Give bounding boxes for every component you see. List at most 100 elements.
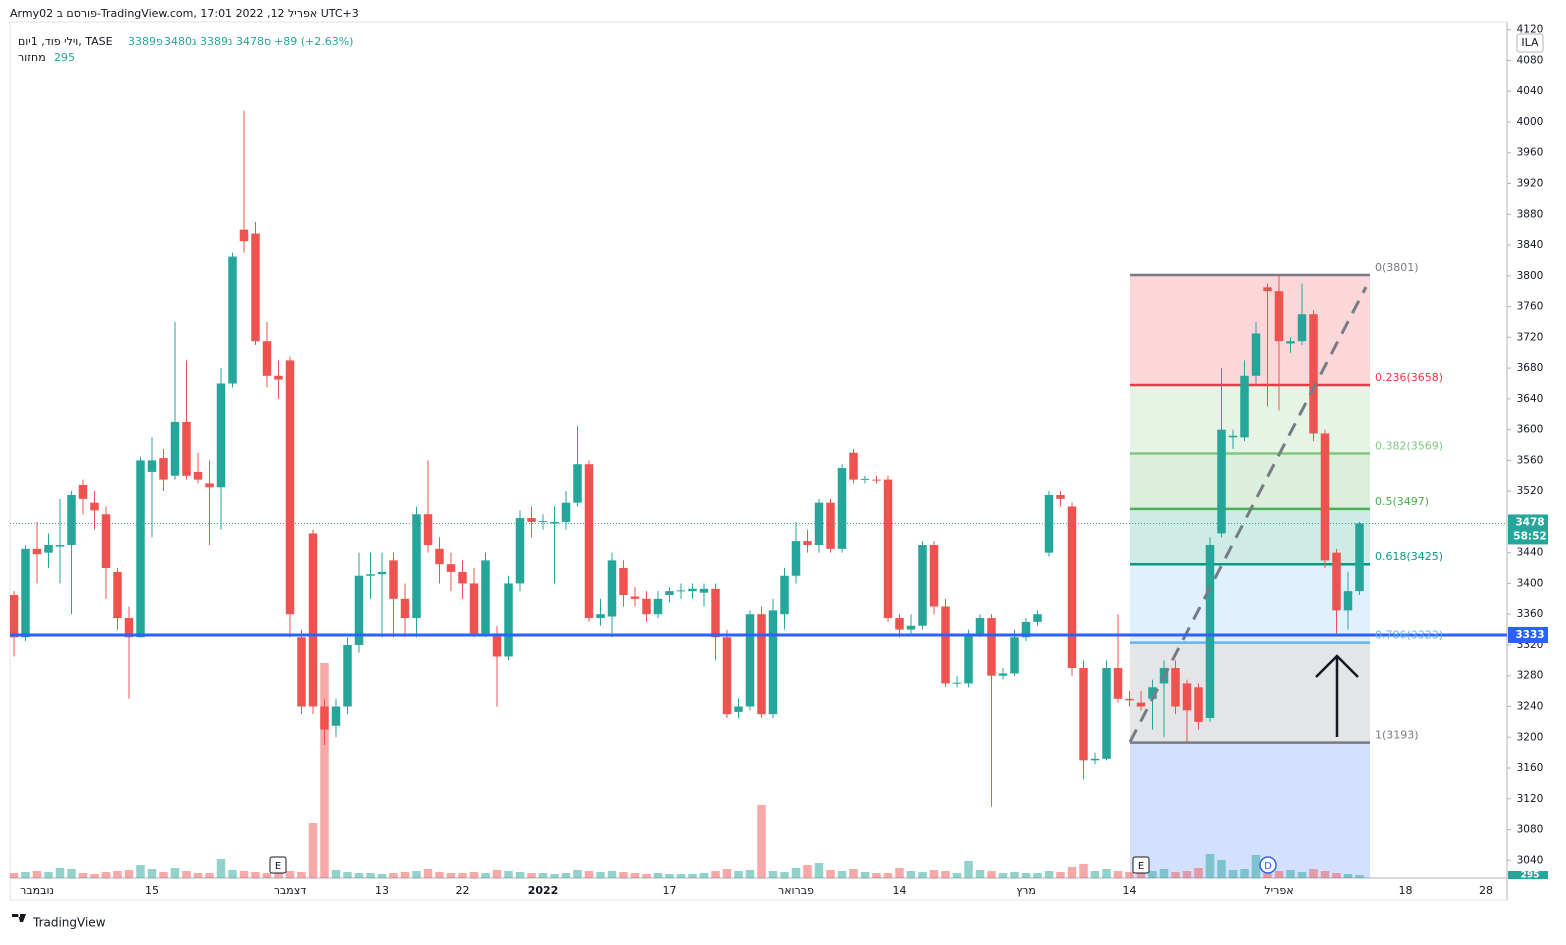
candle-body: [1240, 375, 1249, 438]
volume-bar: [504, 871, 513, 878]
volume-bar: [400, 872, 410, 878]
fib-label: 0.618(3425): [1375, 550, 1443, 563]
event-marker: [269, 856, 287, 874]
y-tick-label: 4080: [1517, 54, 1544, 66]
candle-body: [1010, 637, 1019, 674]
candle-body: [1286, 341, 1295, 344]
volume-bar: [1194, 868, 1203, 878]
volume-bar: [1056, 872, 1065, 878]
candle-body: [722, 637, 732, 715]
y-tick-label: 3360: [1517, 608, 1544, 620]
candle-body: [1320, 433, 1330, 561]
candle-body: [619, 568, 628, 595]
volume-bar: [550, 874, 559, 878]
volume-bar: [711, 871, 720, 878]
volume-title: מחזור: [18, 51, 46, 64]
candle-body: [630, 596, 640, 599]
x-tick-label: 22: [456, 884, 470, 897]
candle-body: [538, 521, 548, 523]
fib-zone: [1130, 508, 1370, 565]
volume-bar: [446, 873, 456, 878]
candle-body: [699, 588, 709, 593]
volume-bar: [1309, 869, 1318, 878]
fib-label: 0(3801): [1375, 261, 1419, 274]
candle-body: [1263, 287, 1272, 292]
x-tick-label: דצמבר: [274, 884, 307, 897]
volume-bar: [274, 873, 283, 878]
volume-bar: [67, 869, 76, 878]
candle-body: [446, 564, 456, 572]
y-tick-label: 3040: [1517, 854, 1544, 866]
volume-bar: [918, 872, 927, 878]
candle-body: [354, 575, 364, 645]
volume-bar: [803, 865, 812, 878]
volume-bar: [469, 872, 479, 878]
currency: ILA: [1521, 36, 1539, 49]
volume-bar: [860, 872, 870, 878]
candle-body: [665, 591, 674, 595]
candle-body: [952, 682, 962, 684]
volume-bar: [757, 805, 766, 878]
x-tick-label: פברואר: [778, 884, 814, 897]
candle-body: [343, 644, 352, 707]
hline-price-box: [1508, 626, 1548, 643]
volume-bar: [1171, 872, 1180, 878]
y-tick-label: 3560: [1517, 454, 1544, 466]
volume-bar: [1090, 871, 1100, 878]
volume-bar: [1159, 869, 1169, 878]
volume-bar: [239, 871, 249, 878]
y-tick-label: 3760: [1517, 301, 1544, 313]
volume-bar: [492, 870, 502, 878]
volume-bar: [998, 873, 1008, 878]
publish-header: Army02 פורסם ב-TradingView.com, אפריל 12…: [10, 7, 359, 20]
volume-bar: [182, 871, 191, 878]
candle-body: [607, 560, 617, 617]
x-tick-label: 28: [1479, 884, 1493, 897]
candle-body: [1148, 687, 1157, 699]
volume-bar: [814, 863, 824, 878]
candle-body: [849, 452, 858, 480]
volume-bar: [1136, 873, 1146, 878]
y-tick-label: 3720: [1517, 331, 1544, 343]
candle-body: [998, 673, 1008, 676]
y-tick-label: 3680: [1517, 362, 1544, 374]
candle-body: [975, 618, 985, 634]
plot: [10, 110, 1507, 878]
volume-bar: [596, 872, 605, 878]
volume-bar: [630, 873, 640, 878]
fib-zone: [1130, 275, 1370, 386]
candle-body: [1056, 494, 1065, 499]
candle-body: [895, 618, 904, 630]
volume-bar: [44, 872, 53, 878]
candle-body: [251, 233, 260, 342]
y-tick-label: 3400: [1517, 577, 1544, 589]
candle-body: [757, 614, 766, 715]
candle-body: [826, 502, 835, 549]
brand-logo: [12, 914, 26, 922]
fib-label: 0.5(3497): [1375, 495, 1429, 508]
volume-bar: [768, 871, 778, 878]
volume-bar: [987, 871, 996, 878]
volume-bar: [331, 870, 341, 878]
volume-bar: [366, 873, 375, 878]
volume-bar: [1113, 871, 1123, 878]
candle-body: [400, 598, 410, 619]
candle-body: [193, 471, 203, 480]
volume-bar: [1079, 864, 1088, 878]
candle-body: [573, 464, 582, 503]
volume-bar: [1355, 875, 1364, 878]
volume-bar: [32, 871, 42, 878]
volume-bar: [297, 872, 306, 878]
volume-bar: [1044, 871, 1054, 878]
candle-body: [423, 514, 433, 545]
volume-bar: [975, 870, 985, 878]
candle-body: [1194, 687, 1203, 722]
volume-bar: [481, 873, 490, 878]
volume-bar: [1021, 873, 1031, 878]
candle-body: [101, 514, 111, 569]
arrow: [1315, 654, 1359, 737]
volume-bar: [1286, 870, 1295, 878]
candle-body: [653, 598, 663, 615]
volume-bar: [251, 872, 260, 878]
volume-bar: [849, 869, 858, 878]
